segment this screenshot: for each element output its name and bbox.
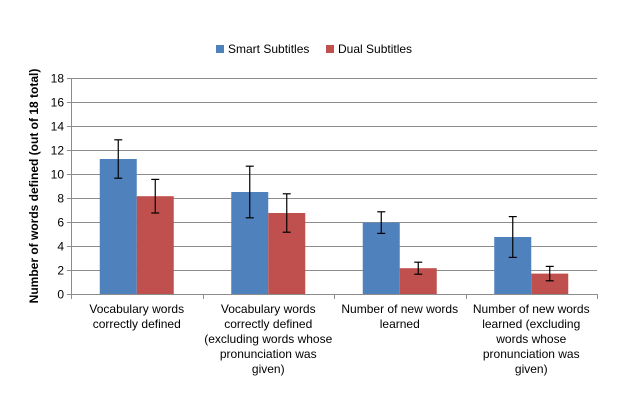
- x-category-label-line: Vocabulary words: [221, 302, 316, 316]
- bar-dual-subtitles: [531, 273, 569, 294]
- legend-label: Smart Subtitles: [228, 42, 309, 56]
- x-category-label-line: given): [515, 362, 548, 376]
- legend-label: Dual Subtitles: [338, 42, 412, 56]
- x-category-label-line: learned (excluding: [482, 317, 580, 331]
- y-tick-label: 0: [57, 288, 64, 302]
- x-category-label: Number of new words learned: [341, 302, 458, 331]
- bar-smart-subtitles: [99, 159, 137, 294]
- bar-smart-subtitles: [362, 222, 400, 294]
- y-tick-label: 6: [57, 216, 64, 230]
- x-category-label-line: Number of new words: [341, 302, 458, 316]
- x-category-label-line: Number of new words: [473, 302, 590, 316]
- x-category-label-line: correctly defined: [93, 317, 181, 331]
- y-tick-label: 2: [57, 264, 64, 278]
- y-tick-label: 4: [57, 240, 64, 254]
- x-category-label: Number of new words learned (excluding wor…: [473, 302, 590, 376]
- y-tick-label: 10: [51, 168, 65, 182]
- x-category-label-line: given): [252, 362, 285, 376]
- x-category-label-line: Vocabulary words: [89, 302, 184, 316]
- x-category-label-line: pronunciation was: [483, 347, 580, 361]
- legend-swatch: [326, 45, 334, 53]
- y-axis-title: Number of words defined (out of 18 total…: [27, 69, 41, 304]
- y-tick-label: 12: [51, 144, 65, 158]
- x-category-label-line: (excluding words whose: [204, 332, 332, 346]
- x-category-label-line: learned: [380, 317, 420, 331]
- y-tick-label: 18: [51, 72, 65, 86]
- y-tick-label: 16: [51, 96, 65, 110]
- x-category-label-line: pronunciation was: [220, 347, 317, 361]
- y-tick-label: 8: [57, 192, 64, 206]
- x-category-label: Vocabulary words correctly defined (exclud…: [204, 302, 332, 376]
- y-tick-label: 14: [51, 120, 65, 134]
- x-category-label-line: correctly defined: [224, 317, 312, 331]
- x-category-label: Vocabulary words correctly defined: [89, 302, 184, 331]
- legend-swatch: [216, 45, 224, 53]
- x-category-label-line: words whose: [495, 332, 566, 346]
